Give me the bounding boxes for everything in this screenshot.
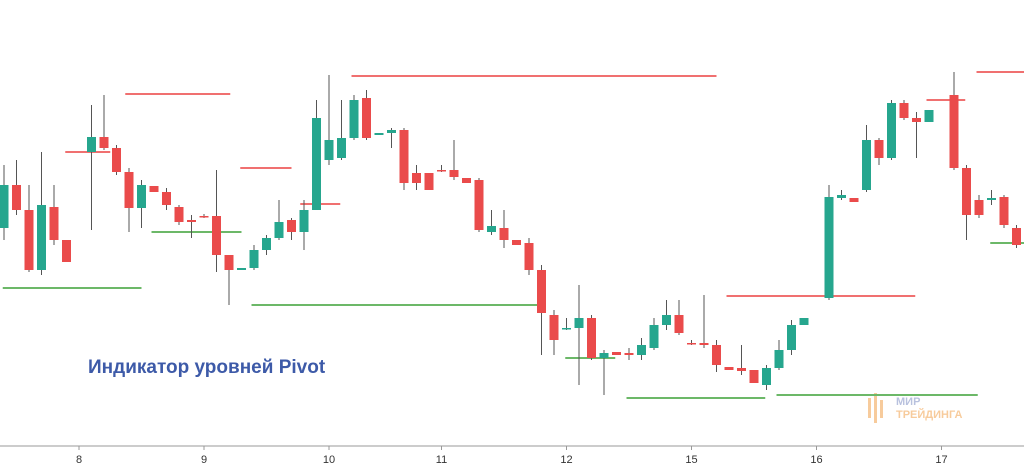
candle-body: [724, 367, 734, 370]
candle-body: [699, 343, 709, 345]
candle-body: [112, 148, 121, 172]
candle-body: [287, 220, 296, 232]
candle-body: [674, 315, 684, 333]
x-tick-label: 17: [935, 454, 947, 466]
x-tick-label: 15: [685, 454, 697, 466]
candle-body: [274, 222, 284, 238]
candle-body: [524, 243, 534, 270]
candle-body: [137, 185, 146, 208]
candle-body: [899, 103, 909, 118]
candle-body: [324, 140, 334, 160]
candle-body: [512, 240, 521, 245]
candle-body: [799, 318, 809, 325]
candle-body: [599, 353, 609, 358]
candle-body: [749, 370, 759, 383]
candle-body: [474, 180, 484, 230]
watermark-text: МИР: [896, 396, 920, 408]
candle-body: [649, 325, 659, 348]
candle-body: [0, 185, 9, 228]
candle-body: [249, 250, 259, 268]
x-tick-label: 11: [436, 454, 447, 466]
candle-body: [312, 118, 321, 210]
candle-body: [824, 197, 834, 298]
candle-body: [187, 220, 196, 222]
candle-body: [537, 270, 546, 313]
candle-body: [262, 238, 271, 250]
candle-body: [212, 216, 221, 255]
candle-body: [337, 138, 346, 158]
candle-body: [712, 345, 721, 365]
candle-body: [12, 185, 21, 210]
candle-body: [387, 130, 396, 133]
candle-body: [124, 172, 134, 208]
chart-title: Индикатор уровней Pivot: [88, 357, 326, 378]
logo-bar: [868, 398, 871, 418]
watermark: МИР ТРЕЙДИНГА: [868, 393, 963, 423]
candle-body: [837, 195, 846, 198]
x-tick-label: 9: [201, 454, 207, 466]
candle-body: [587, 318, 596, 358]
candle-body: [612, 352, 621, 355]
candle-body: [574, 318, 584, 328]
candle-body: [924, 110, 934, 122]
candle-body: [737, 368, 746, 371]
candle-body: [449, 170, 459, 177]
candle-body: [862, 140, 871, 190]
x-tick-label: 16: [810, 454, 822, 466]
candle-body: [412, 173, 421, 183]
candle-body: [849, 198, 859, 202]
candle-body: [962, 168, 971, 215]
candle-body: [949, 95, 959, 168]
candle-body: [987, 198, 996, 200]
candle-body: [399, 130, 409, 183]
candle-body: [662, 315, 671, 325]
logo-bar: [874, 393, 877, 423]
candle-body: [149, 186, 159, 192]
candle-body: [99, 137, 109, 148]
candle-body: [199, 216, 209, 218]
candle-body: [237, 268, 246, 270]
candle-body: [562, 328, 571, 330]
candle-body: [762, 368, 771, 385]
candle-body: [299, 210, 309, 232]
candle-body: [462, 178, 471, 183]
candle-body: [24, 210, 34, 270]
candle-body: [687, 343, 696, 345]
candle-body: [624, 353, 634, 355]
candle-body: [162, 192, 171, 205]
candle-body: [774, 350, 784, 368]
candle-body: [999, 197, 1009, 225]
candle-body: [912, 118, 921, 122]
candle-body: [637, 345, 646, 355]
candle-body: [549, 315, 559, 340]
candle-body: [974, 200, 984, 215]
candle-body: [374, 133, 384, 135]
candle-body: [87, 137, 96, 152]
candle-body: [224, 255, 234, 270]
candle-body: [787, 325, 796, 350]
candle-body: [37, 205, 46, 270]
logo-bar: [880, 400, 883, 418]
candle-body: [499, 228, 509, 240]
candle-body: [362, 98, 371, 138]
candle-body: [874, 140, 884, 158]
candle-body: [887, 103, 896, 158]
x-tick-label: 10: [323, 454, 335, 466]
candle-body: [424, 173, 434, 190]
candle-body: [49, 207, 59, 240]
candle-body: [437, 170, 446, 172]
candle-body: [487, 226, 496, 232]
x-tick-label: 8: [76, 454, 82, 466]
watermark-text: ТРЕЙДИНГА: [896, 408, 963, 421]
x-tick-label: 12: [560, 454, 572, 466]
candle-body: [174, 207, 184, 222]
candle-body: [1012, 228, 1021, 245]
candle-body: [349, 100, 359, 138]
candle-body: [62, 240, 71, 262]
